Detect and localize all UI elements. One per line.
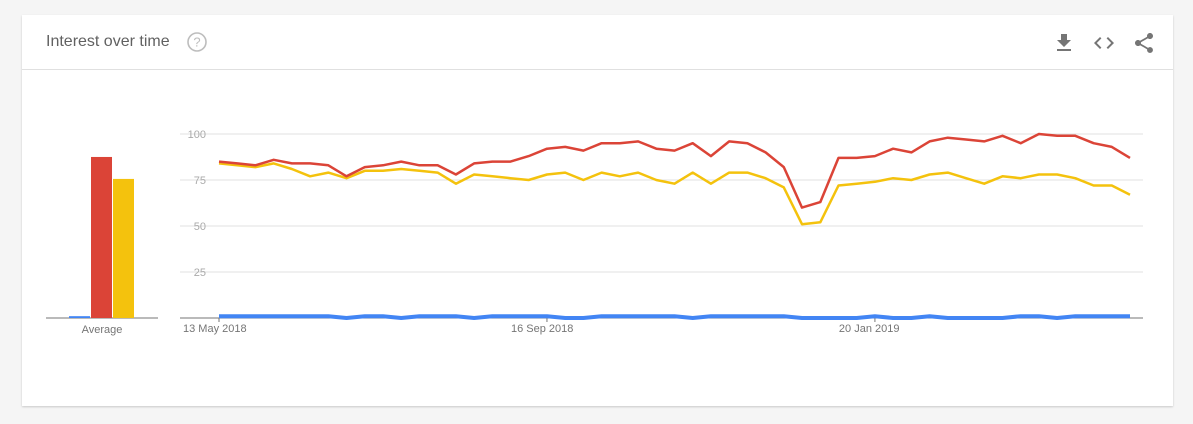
share-icon[interactable] — [1132, 31, 1156, 55]
y-tick-label-100: 100 — [188, 129, 206, 141]
series-line-1 — [218, 162, 1131, 226]
x-tick-label-0: 13 May 2018 — [183, 323, 247, 335]
series-line-0 — [218, 132, 1131, 209]
card-title: Interest over time — [46, 33, 170, 50]
download-icon[interactable] — [1052, 31, 1076, 55]
y-tick-label-25: 25 — [194, 267, 206, 279]
svg-text:?: ? — [193, 35, 200, 50]
average-label: Average — [82, 324, 123, 336]
average-bar-2 — [113, 178, 134, 318]
embed-code-icon[interactable] — [1092, 31, 1116, 55]
interest-over-time-card: Interest over time ? Average 25 50 75 100 13 … — [22, 15, 1173, 406]
y-tick-label-75: 75 — [194, 175, 206, 187]
average-bar-1 — [91, 156, 112, 318]
x-tick-label-1: 16 Sep 2018 — [511, 323, 573, 335]
help-circle-icon[interactable]: ? — [186, 31, 208, 53]
series-line-2 — [219, 314, 1130, 320]
average-bar-0 — [69, 316, 90, 318]
chart-area: Average 25 50 75 100 13 May 2018 16 Sep 2018 20… — [46, 129, 1143, 336]
card-header: Interest over time ? — [22, 15, 1173, 70]
x-tick-label-2: 20 Jan 2019 — [839, 323, 900, 335]
y-tick-label-50: 50 — [194, 221, 206, 233]
